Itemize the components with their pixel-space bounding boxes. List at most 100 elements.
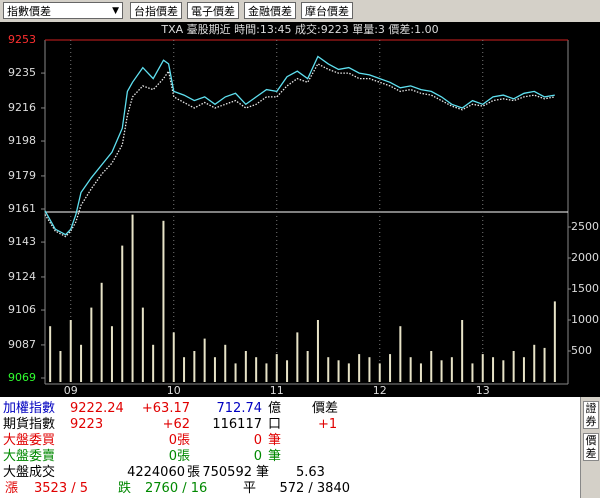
volume-bar — [399, 326, 402, 382]
volume-bar — [389, 354, 392, 382]
value: 2760 / 16 — [145, 481, 208, 496]
volume-bar — [244, 351, 247, 382]
x-tick-label: 11 — [270, 384, 284, 397]
y-tick-label: 9253 — [8, 33, 36, 46]
volume-bar — [80, 344, 83, 382]
label: 大盤成交 — [3, 465, 56, 480]
volume-bar — [461, 320, 464, 382]
unit: 筆 — [268, 433, 282, 448]
y-tick-label: 9216 — [8, 101, 36, 114]
volume-bar — [183, 357, 186, 382]
price-line — [44, 55, 555, 236]
button[interactable]: 金融價差 — [244, 2, 296, 19]
value: 712.74 — [216, 401, 263, 416]
label: 跌 — [118, 481, 132, 496]
x-tick-label: 10 — [167, 384, 181, 397]
volume-bar — [347, 363, 350, 382]
volume-bar — [492, 357, 495, 382]
volume-bar — [121, 245, 124, 382]
value: 116117 — [212, 417, 262, 432]
volume-bar — [481, 354, 484, 382]
value: 3523 / 5 — [34, 481, 88, 496]
volume-bar — [440, 360, 443, 382]
volume-bar — [172, 332, 175, 382]
volume-bar — [286, 360, 289, 382]
y2-tick-label: 1500 — [571, 282, 599, 295]
value: +63.17 — [141, 401, 190, 416]
volume-bar — [543, 347, 546, 382]
y2-tick-label: 1000 — [571, 313, 599, 326]
y-tick-label: 9069 — [8, 371, 36, 384]
unit: 筆 — [268, 449, 282, 464]
unit: 口 — [268, 417, 282, 432]
volume-bar — [553, 301, 556, 382]
value: 9222.24 — [70, 401, 124, 416]
volume-bar — [419, 363, 422, 382]
volume-bar — [358, 354, 361, 382]
value: +1 — [318, 417, 338, 432]
volume-bar — [450, 357, 453, 382]
volume-bar — [110, 326, 113, 382]
button[interactable]: 電子價差 — [187, 2, 239, 19]
volume-bar — [152, 344, 155, 382]
volume-bar — [296, 332, 299, 382]
volume-bar — [90, 307, 93, 382]
label: 平 — [243, 481, 257, 496]
volume-bar — [512, 351, 515, 382]
value: 4224060 — [127, 465, 185, 480]
chart-subtitle: TXA 臺股期近 時間:13:45 成交:9223 單量:3 價差:1.00 — [160, 22, 438, 36]
dropdown[interactable]: 指數價差 ▼ — [3, 2, 123, 19]
tab[interactable]: 價差 — [583, 433, 599, 461]
volume-bar — [378, 363, 381, 382]
y-tick-label: 9106 — [8, 303, 36, 316]
value: 0張 — [168, 433, 190, 448]
label: 期貨指數 — [3, 417, 56, 432]
y-tick-label: 9235 — [8, 66, 36, 79]
label: 價差 — [312, 401, 339, 416]
y-tick-label: 9161 — [8, 202, 36, 215]
value: 0 — [253, 433, 262, 448]
volume-bar — [522, 357, 525, 382]
quote-panel: 加權指數 9222.24 +63.17 712.74 億 價差 期貨指數 922… — [0, 397, 580, 498]
y-tick-label: 9087 — [8, 338, 36, 351]
volume-bar — [409, 357, 412, 382]
volume-bar — [316, 320, 319, 382]
y2-tick-label: 2000 — [571, 251, 599, 264]
unit: 億 — [268, 401, 282, 416]
tab[interactable]: 證券 — [583, 401, 599, 429]
button[interactable]: 台指價差 — [130, 2, 182, 19]
y-tick-label: 9124 — [8, 270, 36, 283]
volume-bar — [255, 357, 258, 382]
chart: TXA 臺股期近 時間:13:45 成交:9223 單量:3 價差:1.00 9… — [0, 22, 600, 397]
value: +62 — [162, 417, 190, 432]
volume-bar — [141, 307, 144, 382]
volume-bar — [430, 351, 433, 382]
volume-bar — [337, 360, 340, 382]
x-tick-label: 09 — [64, 384, 78, 397]
volume-bar — [234, 363, 237, 382]
volume-bar — [193, 351, 196, 382]
unit: 張 — [187, 465, 201, 480]
volume-bar — [224, 344, 227, 382]
dropdown-text: 指數價差 — [7, 5, 51, 18]
value: 750592 — [202, 465, 252, 480]
volume-bar — [162, 220, 165, 382]
volume-bar — [368, 357, 371, 382]
volume-bar — [265, 363, 268, 382]
value: 572 / 3840 — [279, 481, 350, 496]
y-tick-label: 9179 — [8, 169, 36, 182]
volume-bar — [203, 338, 206, 382]
volume-bar — [59, 351, 62, 382]
dropdown-arrow: ▼ — [112, 6, 119, 16]
volume-bar — [69, 320, 72, 382]
y-tick-label: 9143 — [8, 235, 36, 248]
chart-background — [0, 22, 600, 397]
price-line — [44, 63, 555, 238]
volume-bar — [306, 351, 309, 382]
label: 加權指數 — [3, 401, 56, 416]
label: 大盤委買 — [3, 433, 56, 448]
volume-bar — [213, 357, 216, 382]
button[interactable]: 摩台價差 — [301, 2, 353, 19]
volume-bar — [100, 282, 103, 382]
volume-bar — [502, 360, 505, 382]
